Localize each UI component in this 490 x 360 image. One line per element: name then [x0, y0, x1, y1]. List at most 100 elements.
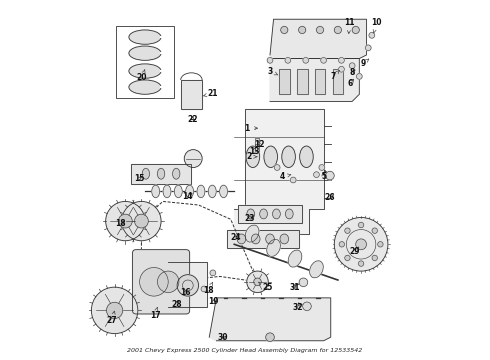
Text: 13: 13 [249, 147, 259, 156]
Circle shape [184, 150, 202, 167]
Bar [181, 80, 202, 109]
Text: 6: 6 [348, 79, 354, 88]
Circle shape [285, 58, 291, 63]
Circle shape [339, 58, 344, 63]
Circle shape [201, 286, 207, 292]
Ellipse shape [245, 225, 259, 242]
Ellipse shape [280, 234, 289, 244]
Ellipse shape [163, 185, 171, 198]
Polygon shape [168, 262, 207, 307]
Ellipse shape [246, 146, 260, 167]
Circle shape [314, 172, 319, 177]
Text: 29: 29 [350, 247, 360, 256]
Text: 32: 32 [293, 303, 303, 312]
Bar [181, 80, 202, 109]
Ellipse shape [208, 185, 216, 198]
Ellipse shape [172, 168, 180, 179]
Circle shape [303, 58, 309, 63]
Circle shape [177, 275, 198, 296]
Bar [297, 69, 308, 94]
Text: 12: 12 [254, 140, 265, 149]
Polygon shape [270, 59, 359, 102]
Bar [255, 138, 259, 146]
Ellipse shape [174, 185, 182, 198]
Ellipse shape [129, 80, 161, 94]
Circle shape [122, 202, 161, 241]
Ellipse shape [237, 234, 245, 244]
Circle shape [334, 217, 388, 271]
Circle shape [352, 26, 359, 33]
Text: 26: 26 [325, 193, 335, 202]
Ellipse shape [286, 209, 293, 219]
Circle shape [274, 165, 280, 170]
Bar [117, 26, 173, 98]
Text: 8: 8 [349, 68, 355, 77]
Ellipse shape [272, 209, 280, 219]
Text: 4: 4 [280, 172, 291, 181]
Circle shape [303, 302, 311, 311]
Ellipse shape [129, 64, 161, 78]
Bar [131, 164, 192, 184]
Text: 3: 3 [268, 67, 278, 76]
Text: 27: 27 [107, 311, 118, 324]
Bar [227, 230, 298, 248]
Bar [333, 69, 343, 94]
Text: 18: 18 [115, 219, 126, 228]
Ellipse shape [310, 261, 323, 278]
Ellipse shape [267, 239, 280, 256]
Circle shape [356, 73, 362, 79]
Circle shape [210, 270, 216, 276]
Circle shape [349, 63, 355, 68]
Bar [238, 205, 302, 223]
Circle shape [372, 228, 377, 233]
Circle shape [319, 165, 325, 170]
Ellipse shape [266, 234, 274, 244]
Ellipse shape [288, 250, 302, 267]
Circle shape [372, 255, 377, 261]
Text: 16: 16 [180, 288, 190, 297]
Circle shape [254, 278, 261, 285]
Bar [279, 69, 290, 94]
Ellipse shape [264, 146, 277, 167]
Text: 15: 15 [134, 174, 145, 183]
Text: 2001 Chevy Express 2500 Cylinder Head Assembly Diagram for 12533542: 2001 Chevy Express 2500 Cylinder Head As… [127, 348, 363, 353]
Ellipse shape [197, 185, 205, 198]
Circle shape [106, 202, 145, 241]
Circle shape [267, 58, 273, 63]
Bar [227, 230, 298, 248]
Circle shape [369, 32, 375, 38]
Circle shape [366, 45, 371, 51]
Circle shape [140, 267, 168, 296]
Text: 7: 7 [331, 71, 339, 81]
Polygon shape [209, 298, 331, 341]
Ellipse shape [251, 234, 260, 244]
Circle shape [321, 58, 326, 63]
Bar [255, 144, 259, 152]
Polygon shape [270, 19, 367, 59]
Bar [131, 164, 192, 184]
Ellipse shape [157, 168, 165, 179]
Text: 31: 31 [289, 283, 299, 292]
Text: 10: 10 [371, 18, 382, 33]
Circle shape [358, 222, 364, 228]
Bar [255, 144, 259, 152]
FancyBboxPatch shape [132, 249, 190, 314]
Circle shape [119, 214, 132, 228]
Ellipse shape [260, 209, 268, 219]
Circle shape [106, 302, 122, 319]
Circle shape [266, 333, 274, 342]
Ellipse shape [129, 30, 161, 44]
Text: 1: 1 [244, 124, 258, 133]
Bar [279, 69, 290, 94]
Circle shape [92, 287, 138, 334]
Text: 28: 28 [171, 300, 182, 309]
Ellipse shape [220, 185, 227, 198]
Text: 20: 20 [137, 70, 147, 82]
Text: 24: 24 [231, 233, 241, 242]
Text: 17: 17 [149, 307, 160, 320]
Bar [297, 69, 308, 94]
Ellipse shape [300, 146, 313, 167]
Circle shape [356, 239, 367, 249]
Text: 21: 21 [203, 89, 218, 98]
Polygon shape [234, 109, 323, 234]
